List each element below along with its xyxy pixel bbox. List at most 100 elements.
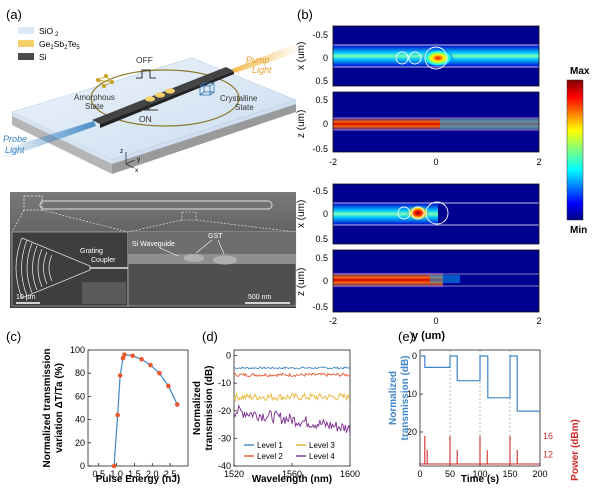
e-ytick-left-label: 20 — [407, 427, 417, 437]
legend-gst-ge: Ge — [39, 39, 51, 49]
amorphous-lattice-icon — [96, 74, 114, 88]
probe-label-1: Probe — [3, 134, 27, 144]
b-zlabel-2: z (um) — [296, 268, 307, 296]
e-ytick-right-label: 16 — [543, 431, 553, 441]
gst-label: GST — [208, 233, 223, 240]
panel-b-axes: x (um) z (um) x (um) z (um) -0.5 0 0.5 0… — [296, 30, 542, 342]
legend-gst-sb: Sb — [54, 39, 65, 49]
state-switch-loop — [90, 69, 240, 127]
b3-tick-bot: 0.5 — [315, 234, 328, 244]
d-ytick-label: -20 — [218, 406, 231, 416]
grating-dot-array — [82, 282, 126, 304]
c-series-line — [113, 353, 178, 467]
legend-swatch-si — [18, 53, 34, 60]
map-2-frame — [332, 91, 540, 153]
axis-z-label: z — [120, 148, 123, 155]
legend-label-sio2: SiO — [39, 26, 54, 36]
map-3-gst-1 — [397, 206, 411, 220]
c-ytick-label: 20 — [75, 438, 85, 448]
map-1-gst-3 — [424, 46, 448, 70]
map-2-tail — [440, 119, 539, 129]
panel-label-b: (b) — [297, 7, 313, 22]
b-zlabel-1: z (um) — [296, 110, 307, 138]
sem-cs-gst-2 — [213, 255, 237, 265]
field-maps — [332, 25, 540, 313]
c-ytick-label: 0 — [80, 461, 85, 471]
grating-label-1: Grating — [80, 248, 103, 255]
d-series-level-4 — [233, 404, 351, 434]
e-xtick-label: 100 — [472, 469, 487, 479]
crystalline-label-2: State — [235, 103, 254, 112]
grating-arc-2 — [21, 239, 28, 297]
chart-d: 1520 1560 1600 0 -10 -20 -30 -40 Level 1 Level 2 L… — [192, 349, 360, 485]
legend-gst-sub2: 2 — [64, 45, 68, 51]
b34-xtick-left: -2 — [329, 316, 337, 326]
colorbar-gradient — [566, 79, 584, 221]
e-xlabel: Time (s) — [461, 474, 499, 485]
c-xlabel: Pulse Energy (nJ) — [96, 474, 180, 485]
sem-cs-gst-1 — [184, 254, 204, 262]
gst-cell-1 — [145, 96, 155, 102]
legend-gst-te: Te — [67, 39, 76, 49]
b3-tick-mid: 0 — [323, 209, 328, 219]
grating-arc-1 — [15, 237, 23, 299]
panel-label-c: (c) — [6, 329, 21, 344]
sem-zoom-box — [23, 195, 43, 211]
gst-arrow-1 — [195, 239, 213, 254]
c-xtick-label: 1.0 — [110, 469, 123, 479]
d-xlabel: Wavelength (nm) — [252, 474, 332, 485]
probe-beam — [0, 121, 96, 160]
e-xtick-label: 0 — [417, 469, 422, 479]
slab-front-sio2 — [112, 100, 296, 164]
grating-arc-7 — [48, 254, 53, 282]
on-pulse-icon — [140, 101, 158, 111]
off-pulse-icon — [136, 69, 156, 79]
c-ytick-label: 60 — [75, 391, 85, 401]
b2-tick-bot: -0.5 — [312, 144, 328, 154]
b-xlabel-1: x (um) — [296, 42, 307, 70]
d-legend-label: Level 1 — [257, 441, 283, 450]
si-waveguide-label: Si Waveguide — [132, 241, 175, 248]
b12-xtick-left: -2 — [329, 157, 337, 167]
c-ytick-label: 40 — [75, 415, 85, 425]
d-ylabel-line: Normalized — [192, 381, 203, 435]
pump-label-1: Pump — [246, 55, 270, 65]
sem-micrograph: Grating Coupler 10 µm Si Waveguide GST 5… — [10, 192, 297, 308]
e-xtick-label: 200 — [532, 469, 547, 479]
d-series-level-3 — [233, 391, 351, 402]
d-legend-label: Level 4 — [309, 452, 335, 461]
c-data-point — [111, 463, 117, 469]
d-xtick-label: 1520 — [224, 469, 244, 479]
b12-xtick-right: 2 — [536, 157, 541, 167]
dot-array-fill — [82, 282, 126, 304]
gst-arrow-2 — [217, 239, 225, 255]
sem-cs-waveguide — [128, 254, 296, 264]
b1-tick-bot: 0.5 — [315, 76, 328, 86]
amorphous-label-1: Amorphous — [74, 93, 115, 102]
c-ylabel: Normalized transmissionvariation ΔT/Ta (… — [42, 349, 65, 468]
e-ylabel-left: Normalizedtransmission (dB) — [388, 355, 411, 440]
d-ytick-label: 0 — [226, 351, 231, 361]
map-1-frame — [332, 25, 540, 87]
e-ylabel-right: Power (dBm) — [570, 419, 581, 481]
b1-tick-top: -0.5 — [312, 30, 328, 40]
c-data-point — [115, 412, 120, 418]
e-xtick-label: 50 — [445, 469, 455, 479]
legend-sub-sio2: 2 — [55, 32, 59, 38]
d-ytick-label: -10 — [218, 378, 231, 388]
sem-zoom-box-2 — [181, 211, 197, 221]
map-4-frame — [332, 249, 540, 313]
c-data-point — [122, 352, 127, 357]
crystalline-lattice-icon — [199, 82, 215, 96]
legend-gst-sub1: 2 — [50, 45, 54, 51]
c-ytick-label: 100 — [70, 345, 85, 355]
legend-label-gst: Ge2Sb2Te5 — [39, 39, 80, 51]
c-data-point — [157, 370, 162, 376]
b1-tick-mid: 0 — [323, 53, 328, 63]
d-legend-label: Level 3 — [309, 441, 335, 450]
e-xtick-label: 150 — [502, 469, 517, 479]
cryst-cell-back — [203, 82, 215, 93]
on-label: ON — [139, 114, 152, 124]
b-xlabel-2: x (um) — [296, 200, 307, 228]
